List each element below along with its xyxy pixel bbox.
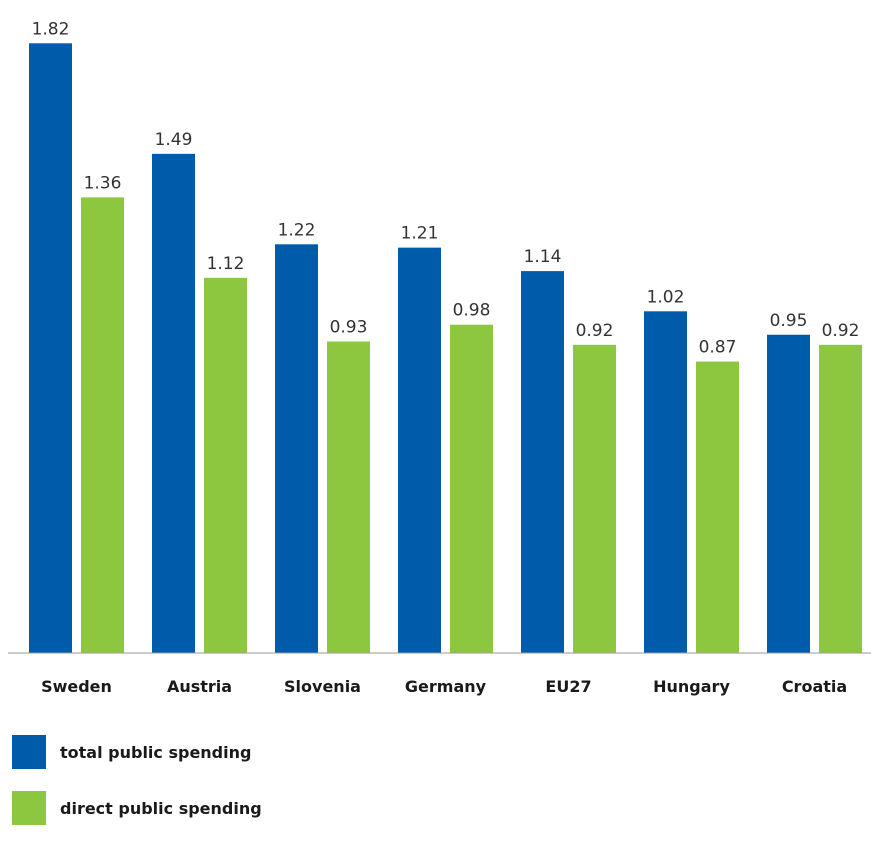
legend-label-direct: direct public spending: [60, 798, 262, 818]
bar-sweden-series-0: [29, 43, 72, 654]
bar-germany-series-0: [398, 247, 441, 653]
data-label-austria-series-1: 1.12: [207, 254, 245, 274]
bar-slovenia-series-1: [327, 341, 370, 653]
bar-eu27-series-1: [573, 344, 616, 653]
bar-austria-series-1: [204, 277, 247, 653]
bar-eu27-series-0: [521, 271, 564, 653]
data-label-eu27-series-0: 1.14: [524, 247, 562, 267]
data-label-germany-series-1: 0.98: [453, 301, 491, 321]
category-label-eu27: EU27: [545, 677, 591, 696]
data-label-hungary-series-1: 0.87: [699, 338, 737, 358]
category-label-sweden: Sweden: [41, 677, 112, 696]
data-label-germany-series-0: 1.21: [401, 224, 439, 244]
category-labels: Sweden Austria Slovenia Germany EU27 Hungary C…: [41, 677, 847, 696]
bar-sweden-series-1: [81, 197, 124, 653]
bar-chart: 1.82 1.36 1.49 1.12 1.22 0.93 1.21 0.98 1.14 0.92…: [8, 19, 871, 696]
bar-croatia-series-1: [819, 344, 862, 653]
data-label-croatia-series-1: 0.92: [822, 321, 860, 341]
data-label-slovenia-series-1: 0.93: [330, 317, 368, 337]
data-label-eu27-series-1: 0.92: [576, 321, 614, 341]
bar-austria-series-0: [152, 153, 195, 653]
legend-swatch-direct: [12, 791, 46, 825]
bars-layer: 1.82 1.36 1.49 1.12 1.22 0.93 1.21 0.98 1.14 0.92…: [29, 19, 862, 654]
legend-swatch-total: [12, 735, 46, 769]
bar-germany-series-1: [450, 324, 493, 653]
bar-hungary-series-1: [696, 361, 739, 653]
data-label-croatia-series-0: 0.95: [770, 311, 808, 331]
category-label-slovenia: Slovenia: [284, 677, 361, 696]
legend-item-total: total public spending: [12, 735, 262, 769]
category-label-germany: Germany: [405, 677, 487, 696]
bar-hungary-series-0: [644, 311, 687, 653]
category-label-austria: Austria: [167, 677, 232, 696]
data-label-sweden-series-1: 1.36: [84, 173, 122, 193]
data-label-austria-series-0: 1.49: [155, 130, 193, 150]
data-label-hungary-series-0: 1.02: [647, 287, 685, 307]
category-label-hungary: Hungary: [653, 677, 730, 696]
category-label-croatia: Croatia: [782, 677, 847, 696]
legend-label-total: total public spending: [60, 742, 252, 762]
data-label-sweden-series-0: 1.82: [32, 19, 70, 39]
bar-croatia-series-0: [767, 334, 810, 653]
legend-item-direct: direct public spending: [12, 791, 262, 825]
legend: total public spending direct public spen…: [12, 735, 262, 847]
bar-slovenia-series-0: [275, 244, 318, 654]
data-label-slovenia-series-0: 1.22: [278, 220, 316, 240]
